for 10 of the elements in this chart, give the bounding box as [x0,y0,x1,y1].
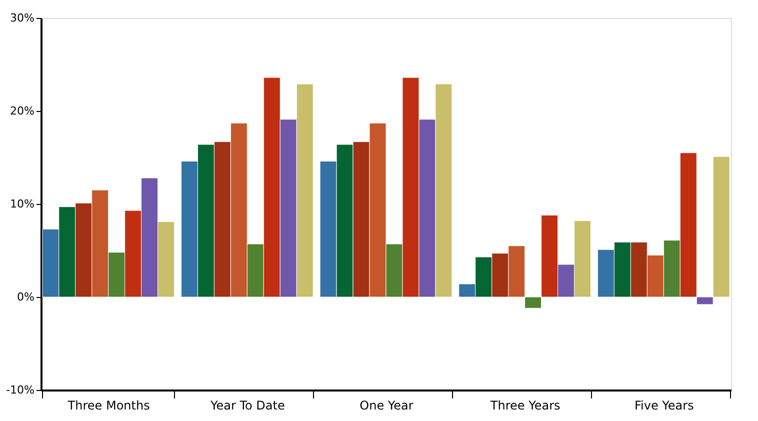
x-tick-label: Three Years [489,398,560,412]
y-tick-label: 10% [10,198,34,210]
x-tick-label: Five Years [634,398,694,412]
y-tick-label: 30% [10,12,34,24]
x-tick-label: Year To Date [209,398,285,412]
y-tick-label: 20% [10,104,34,118]
y-tick-label: 0% [17,290,34,304]
x-tick-label: Three Months [66,398,150,412]
x-tick-label: One Year [360,398,414,412]
y-tick-label: -10% [6,384,34,396]
